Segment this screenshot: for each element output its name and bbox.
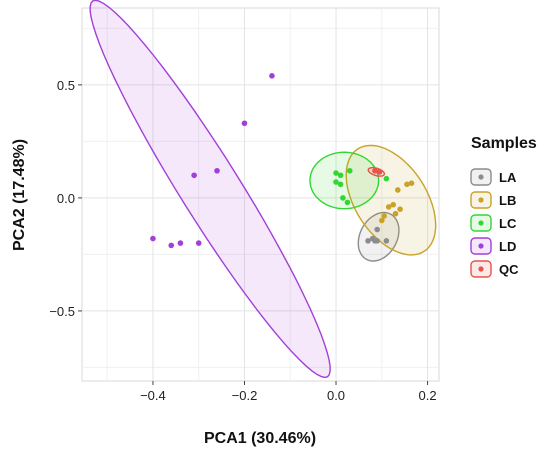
legend-label-la: LA [499,170,517,185]
legend-label-lc: LC [499,216,517,231]
point-lb [408,180,415,186]
confidence-ellipses [89,0,437,379]
point-lc [337,181,344,188]
ellipse-ld [89,0,331,379]
x-tick-label: 0.2 [419,388,437,403]
legend-dot-qc [478,266,484,272]
point-la [383,238,390,244]
plot-panel [81,7,440,382]
point-lb [397,206,403,212]
legend-dot-ld [478,243,484,249]
y-axis-title: PCA2 (17.48%) [11,139,28,251]
y-tick-label: 0.0 [57,191,75,206]
legend-label-qc: QC [499,262,519,277]
point-la [374,226,381,233]
point-ld [191,172,197,179]
legend: Samples LA LB LC LD QC [470,135,537,278]
x-axis-title: PCA1 (30.46%) [204,430,316,447]
point-lc [333,170,339,176]
point-ld [168,242,175,249]
point-lc [383,175,390,182]
point-lb [385,204,392,210]
x-tick-label: 0.0 [327,388,345,403]
y-tick-label: −0.5 [49,304,75,319]
point-lc [333,179,339,185]
ellipse-lb [345,144,437,256]
y-tick-label: 0.5 [57,78,75,93]
point-la [365,238,371,244]
point-lb [404,181,410,188]
data-points [150,73,415,249]
legend-dot-lc [478,220,484,226]
x-tick-label: −0.2 [232,388,258,403]
point-lc [337,172,344,179]
point-la [372,238,378,244]
x-axis-ticks: −0.4 −0.2 0.0 0.2 [140,381,437,403]
point-ld [269,73,275,79]
legend-dot-lb [478,197,484,203]
point-ld [214,167,220,174]
ellipse-lc [309,151,380,210]
point-lb [392,210,399,217]
y-axis-ticks: −0.5 0.0 0.5 [49,78,82,319]
point-lc [346,167,353,174]
point-qc [372,167,378,174]
point-ld [241,120,248,127]
point-lb [390,201,397,208]
point-lb [378,217,385,224]
grid-lines [82,8,439,381]
ellipse-la [357,211,400,262]
point-ld [150,235,156,242]
point-ld [177,240,184,246]
legend-title: Samples [471,135,537,152]
point-qc [376,169,383,175]
legend-dot-la [478,174,484,180]
point-lc [344,199,351,206]
legend-label-ld: LD [499,239,516,254]
point-lb [395,187,401,193]
point-lb [381,213,387,219]
x-tick-label: −0.4 [140,388,166,403]
legend-label-lb: LB [499,193,516,208]
point-ld [195,240,202,246]
point-lc [340,195,346,201]
